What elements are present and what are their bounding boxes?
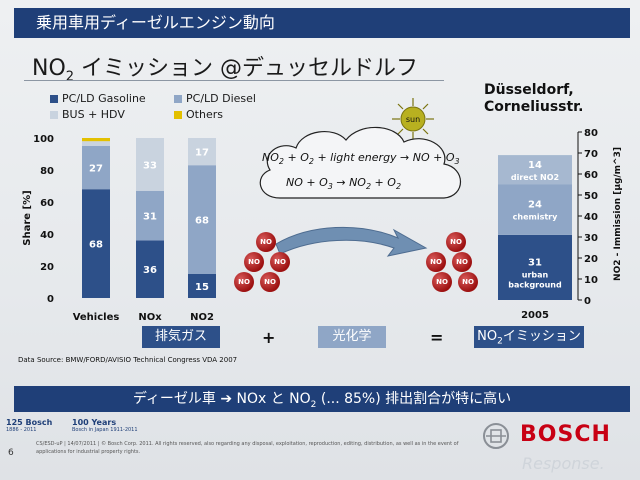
- no-molecule: NO: [426, 252, 446, 272]
- equals-operator: =: [430, 328, 444, 347]
- no-molecule: NO: [260, 272, 280, 292]
- conversion-arrow: [275, 226, 428, 257]
- data-source: Data Source: BMW/FORD/AVISIO Technical C…: [18, 356, 238, 364]
- summary-banner: ディーゼル車 ➔ NOx と NO2 (... 85%) 排出割合が特に高い: [14, 386, 630, 412]
- reaction-equation-1: NO2 + O2 + light energy → NO + O3: [262, 151, 460, 167]
- no-molecule: NO: [432, 272, 452, 292]
- share-y-tick: 80: [40, 166, 54, 177]
- immission-bar-segment: [498, 234, 572, 300]
- legend-swatch: [174, 95, 182, 103]
- legend-item: BUS + HDV: [50, 108, 125, 121]
- share-bar-segment: [82, 141, 110, 146]
- legend-item: PC/LD Gasoline: [50, 92, 146, 105]
- bosch-armature-icon: [483, 423, 509, 449]
- share-bar-label: 15: [195, 282, 209, 293]
- share-bar-label: 31: [143, 212, 157, 223]
- share-bar-segment: [82, 138, 110, 142]
- legend-swatch: [50, 111, 58, 119]
- share-category-label: NOx: [138, 312, 162, 323]
- share-bar-segment: [136, 190, 164, 241]
- result-tag: NO2イミッション: [474, 326, 584, 348]
- immission-bar-label: 14: [528, 160, 542, 171]
- plus-operator: +: [262, 328, 276, 347]
- share-y-tick: 100: [33, 134, 54, 145]
- immission-y-tick: 0: [584, 296, 591, 307]
- immission-bar-sublabel: urban background: [508, 270, 562, 289]
- share-bar-segment: [188, 138, 216, 166]
- share-chart: Share [%] 0 20 40 60 80 100 68 27 Vehicles 36 31 33…: [22, 134, 216, 323]
- immission-chart: NO2 - Immission [µg/m^3] 0 10 20 30 40 50 60 70…: [498, 128, 623, 321]
- immission-category-label: 2005: [521, 310, 549, 321]
- watermark: Response.: [522, 454, 605, 473]
- no-molecule: NO: [270, 252, 290, 272]
- bosch-logo: BOSCH: [520, 422, 611, 447]
- no-molecule: NO: [234, 272, 254, 292]
- legend-item: PC/LD Diesel: [174, 92, 256, 105]
- page-title: NO2 イミッション @デュッセルドルフ: [32, 56, 419, 85]
- immission-axis-label: NO2 - Immission [µg/m^3]: [613, 147, 623, 281]
- header-bar: 乗用車用ディーゼルエンジン動向: [14, 8, 630, 38]
- reaction-equation-2: NO + O3 → NO2 + O2: [286, 176, 402, 192]
- anniversary-logo-100: 100 Years Bosch in Japan 1911-2011: [72, 418, 138, 433]
- legend-item: Others: [174, 108, 223, 121]
- share-bar-segment: [82, 189, 110, 298]
- immission-bar-label: 31: [528, 257, 542, 268]
- share-bar-label: 68: [195, 216, 209, 227]
- immission-y-tick: 40: [584, 212, 598, 223]
- immission-y-tick: 10: [584, 275, 598, 286]
- immission-bar-sublabel: chemistry: [513, 213, 558, 222]
- no-molecule: NO: [458, 272, 478, 292]
- share-category-label: NO2: [190, 312, 214, 323]
- share-y-tick: 60: [40, 198, 54, 209]
- immission-y-tick: 30: [584, 233, 598, 244]
- immission-bar-segment: [498, 155, 572, 185]
- legal-notice: CS/ESD-uP | 14/07/2011 | © Bosch Corp. 2…: [36, 441, 459, 455]
- sun-icon: sun: [392, 98, 434, 140]
- immission-y-tick: 80: [584, 128, 598, 139]
- immission-bar-segment: [498, 184, 572, 235]
- no-molecule: NO: [256, 232, 276, 252]
- photochem-tag: 光化学: [318, 326, 386, 348]
- share-y-tick: 20: [40, 262, 54, 273]
- immission-bar-label: 24: [528, 200, 542, 211]
- share-bar-label: 27: [89, 164, 103, 175]
- share-y-tick: 40: [40, 230, 54, 241]
- share-y-tick: 0: [47, 294, 54, 305]
- share-bar-segment: [136, 138, 164, 191]
- reaction-cloud: [259, 126, 461, 199]
- title-divider: [24, 80, 444, 81]
- immission-y-tick: 20: [584, 254, 598, 265]
- footer: 125 Bosch 1886 - 2011 100 Years Bosch in J…: [6, 418, 634, 474]
- immission-y-tick: 70: [584, 149, 598, 160]
- share-bar-segment: [82, 146, 110, 190]
- immission-bar-sublabel: direct NO2: [511, 173, 559, 182]
- share-bar-label: 68: [89, 240, 103, 251]
- no-molecule: NO: [446, 232, 466, 252]
- share-bar-label: 17: [195, 148, 209, 159]
- share-axis-label: Share [%]: [22, 190, 33, 245]
- share-bar-segment: [136, 240, 164, 298]
- no-molecule: NO: [452, 252, 472, 272]
- share-category-label: Vehicles: [73, 312, 120, 323]
- page-number: 6: [8, 448, 14, 458]
- immission-y-tick: 50: [584, 191, 598, 202]
- share-bar-label: 33: [143, 160, 157, 171]
- sun-label: sun: [406, 115, 420, 124]
- no-molecule: NO: [244, 252, 264, 272]
- location-label: Düsseldorf, Corneliusstr.: [484, 82, 584, 115]
- share-bar-segment: [188, 274, 216, 298]
- legend-swatch: [174, 111, 182, 119]
- legend-swatch: [50, 95, 58, 103]
- immission-y-tick: 60: [584, 170, 598, 181]
- anniversary-logo-125: 125 Bosch 1886 - 2011: [6, 418, 53, 433]
- share-bar-segment: [188, 165, 216, 274]
- share-bar-label: 36: [143, 265, 157, 276]
- exhaust-tag: 排気ガス: [142, 326, 220, 348]
